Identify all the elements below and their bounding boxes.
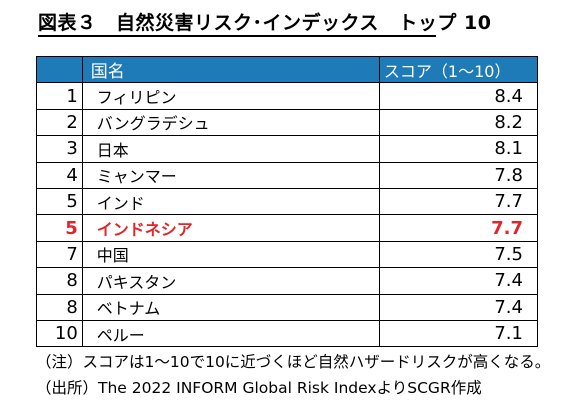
score-cell: 8.2 (378, 108, 539, 137)
score-cell: 8.4 (378, 82, 539, 110)
country-cell: 中国 (81, 240, 380, 269)
table-row: 8 パキスタン 7.4 (36, 267, 539, 295)
country-cell: ベトナム (81, 293, 380, 321)
table-row: 7 中国 7.5 (36, 240, 539, 269)
rank-cell: 8 (36, 267, 83, 295)
header-country: 国名 (81, 55, 380, 84)
table-row: 5 インド 7.7 (36, 187, 539, 216)
rank-cell: 1 (36, 82, 83, 110)
table-row: 4 ミャンマー 7.8 (36, 161, 539, 189)
title-underline (38, 35, 436, 37)
ranking-table: 国名 スコア（1～10） 1 フィリピン 8.4 2 バングラデシュ 8.2 3… (36, 55, 539, 348)
rank-cell: 4 (36, 161, 83, 189)
country-cell: フィリピン (81, 82, 380, 110)
table-note: （注）スコアは1～10で10に近づくほど自然ハザードリスクが高くなる。 (36, 353, 551, 371)
country-cell: バングラデシュ (81, 108, 380, 137)
score-cell: 7.4 (378, 293, 539, 321)
table-row: 1 フィリピン 8.4 (36, 82, 539, 110)
score-cell: 7.7 (378, 214, 539, 242)
table-row: 8 ベトナム 7.4 (36, 293, 539, 321)
score-cell: 8.1 (378, 135, 539, 163)
rank-cell: 2 (36, 108, 83, 137)
rank-cell: 5 (36, 214, 83, 242)
country-cell: 日本 (81, 135, 380, 163)
source-note: （出所）The 2022 INFORM Global Risk IndexよりS… (36, 379, 482, 397)
country-cell: パキスタン (81, 267, 380, 295)
score-cell: 7.7 (378, 187, 539, 216)
country-cell: ペルー (81, 319, 380, 348)
country-cell: インドネシア (81, 214, 380, 242)
rank-cell: 8 (36, 293, 83, 321)
rank-cell: 3 (36, 135, 83, 163)
table-header-row: 国名 スコア（1～10） (36, 55, 539, 84)
score-cell: 7.4 (378, 267, 539, 295)
rank-cell: 5 (36, 187, 83, 216)
score-cell: 7.8 (378, 161, 539, 189)
table-row: 10 ペルー 7.1 (36, 319, 539, 348)
table-row: 2 バングラデシュ 8.2 (36, 108, 539, 137)
figure-title: 図表３ 自然災害リスク･インデックス トップ 10 (38, 12, 492, 34)
table-row: 3 日本 8.1 (36, 135, 539, 163)
header-score: スコア（1～10） (378, 55, 539, 84)
rank-cell: 10 (36, 319, 83, 348)
table-row-highlighted: 5 インドネシア 7.7 (36, 214, 539, 242)
score-cell: 7.5 (378, 240, 539, 269)
header-rank (36, 55, 83, 84)
country-cell: ミャンマー (81, 161, 380, 189)
rank-cell: 7 (36, 240, 83, 269)
country-cell: インド (81, 187, 380, 216)
score-cell: 7.1 (378, 319, 539, 348)
